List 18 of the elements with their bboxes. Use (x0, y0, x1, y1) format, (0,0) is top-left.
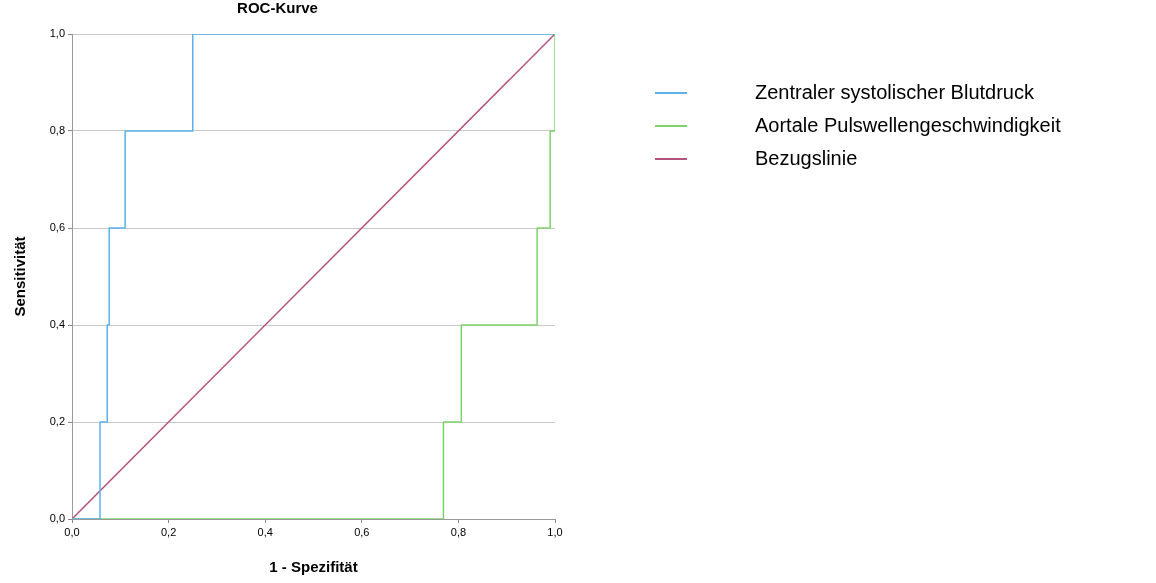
chart-title: ROC-Kurve (237, 0, 318, 17)
x-tick-label: 0,6 (354, 525, 370, 538)
y-tick-label: 0,2 (49, 415, 65, 428)
y-tick-label: 0,0 (49, 512, 65, 525)
y-axis-title: Sensitivität (11, 236, 29, 317)
text: Bezugslinie (755, 147, 858, 170)
y-tick-label: 1,0 (49, 27, 65, 40)
y-tick-label: 0,6 (49, 221, 65, 234)
text: Aortale Pulswellengeschwindigkeit (755, 114, 1061, 137)
x-tick-label: 1,0 (547, 525, 563, 538)
x-tick-label: 0,4 (257, 525, 273, 538)
x-tick-label: 0,0 (64, 525, 80, 538)
x-axis-title: 1 - Spezifität (269, 558, 358, 576)
y-tick-label: 0,4 (49, 318, 65, 331)
x-tick-label: 0,8 (450, 525, 467, 538)
y-tick-label: 0,8 (49, 124, 65, 137)
text: Zentraler systolischer Blutdruck (755, 81, 1034, 104)
x-tick-label: 0,2 (160, 525, 177, 538)
